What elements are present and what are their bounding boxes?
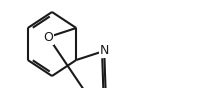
Text: N: N [99,44,109,57]
Text: O: O [43,31,53,44]
